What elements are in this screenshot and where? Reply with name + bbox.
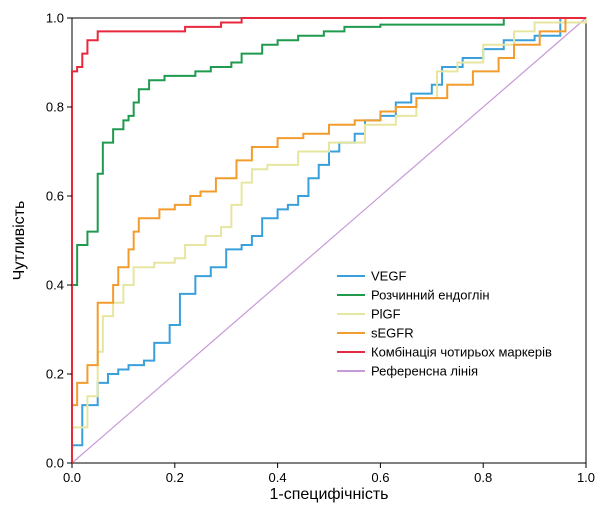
y-tick-label: 0.6 (46, 189, 64, 204)
x-axis-title: 1-специфічність (270, 486, 389, 503)
y-tick-label: 0.0 (46, 456, 64, 471)
legend-label: VEGF (371, 269, 406, 284)
y-tick-label: 0.8 (46, 100, 64, 115)
legend-label: Комбінація чотирьох маркерів (371, 345, 552, 360)
legend-label: sEGFR (371, 326, 414, 341)
legend-label: Розчинний ендоглін (371, 288, 490, 303)
x-tick-label: 0.4 (269, 470, 287, 485)
y-tick-label: 1.0 (46, 11, 64, 26)
y-axis-title: Чутливість (11, 201, 28, 281)
series-line-5 (71, 17, 587, 464)
y-tick-label: 0.2 (46, 367, 64, 382)
series-layer (71, 17, 587, 464)
y-tick-label: 0.4 (46, 278, 64, 293)
legend: VEGF Розчинний ендоглін PlGF sEGFR Комбінаці… (337, 269, 552, 379)
plot-area: 0.0 0.2 0.4 0.6 0.8 1.0 0.0 0.2 0.4 0.6 0.8 1.0 (46, 11, 595, 486)
legend-label: PlGF (371, 307, 401, 322)
series-line-3 (71, 17, 586, 463)
series-line-1 (71, 17, 586, 463)
series-line-0 (71, 17, 586, 463)
series-line-2 (71, 18, 587, 463)
x-tick-label: 0.8 (474, 470, 492, 485)
series-line-4 (71, 17, 586, 463)
legend-label: Референсна лінія (371, 364, 478, 379)
x-axis: 0.0 0.2 0.4 0.6 0.8 1.0 (63, 463, 595, 485)
x-tick-label: 0.0 (63, 470, 81, 485)
x-tick-label: 0.2 (166, 470, 184, 485)
y-axis: 0.0 0.2 0.4 0.6 0.8 1.0 (46, 11, 72, 471)
x-tick-label: 1.0 (577, 470, 595, 485)
x-tick-label: 0.6 (371, 470, 389, 485)
